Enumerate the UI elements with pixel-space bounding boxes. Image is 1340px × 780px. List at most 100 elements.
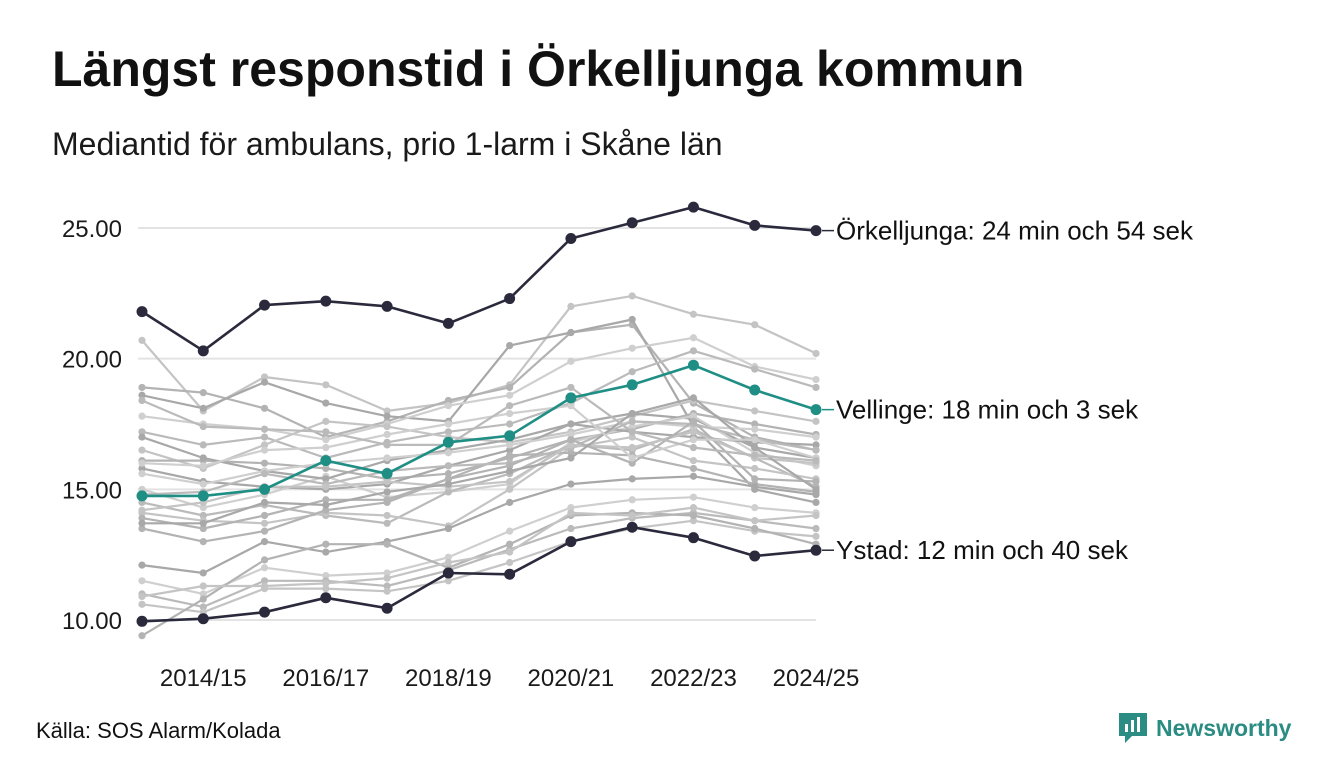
background-series-16-point xyxy=(138,600,146,608)
background-series-23-line xyxy=(140,396,818,525)
background-series-4-point xyxy=(322,436,330,444)
background-series-4-point xyxy=(567,357,575,365)
background-series-12-point xyxy=(567,449,575,457)
background-series-23-point xyxy=(689,394,698,402)
background-series-4-point xyxy=(628,344,636,352)
background-series-15-point xyxy=(260,577,269,585)
background-series-2-point xyxy=(260,404,269,412)
background-series-6-point xyxy=(751,407,759,415)
background-series-24-point xyxy=(567,402,575,410)
background-series-13-point xyxy=(444,524,452,533)
background-series-25-line xyxy=(140,386,818,462)
background-series-15-point xyxy=(383,582,391,590)
background-series-12-point xyxy=(322,506,330,514)
background-series-14-point xyxy=(322,571,330,580)
background-series-19-point xyxy=(383,454,391,462)
background-series-16-point xyxy=(322,585,330,593)
background-series-14-point xyxy=(567,504,575,512)
series-vellinge-point xyxy=(504,430,516,442)
line-chart: 10.00 15.00 20.00 25.00 2014/15 2016/17 2018/… xyxy=(62,201,1194,692)
background-series-5-point xyxy=(689,347,698,355)
background-series-5-point xyxy=(751,365,759,373)
background-series-1-point xyxy=(567,302,575,310)
background-series-17-point xyxy=(506,540,514,548)
series-rkelljunga xyxy=(136,201,822,357)
background-series-17-line xyxy=(140,511,818,637)
background-series-3-point xyxy=(260,378,269,386)
background-series-1-point xyxy=(689,310,698,318)
background-series-21-point xyxy=(383,477,391,486)
background-series-2-point xyxy=(506,383,514,392)
background-series-7-point xyxy=(444,470,452,478)
brand[interactable]: Newsworthy xyxy=(1118,712,1291,744)
background-series-3-point xyxy=(567,328,575,337)
series-vellinge-point xyxy=(136,490,148,502)
background-series-2 xyxy=(138,321,820,454)
highlighted-series xyxy=(136,201,822,627)
series-vellinge xyxy=(136,359,822,502)
background-series-13-point xyxy=(689,472,698,480)
background-series-14-point xyxy=(199,590,207,598)
series-vellinge-point xyxy=(565,392,577,404)
background-series-17-point xyxy=(751,524,759,533)
x-tick-label: 2016/17 xyxy=(282,665,369,692)
background-series-16-point xyxy=(689,517,698,525)
background-series-3-point xyxy=(812,498,820,506)
series-labels: Örkelljunga: 24 min och 54 sek Vellinge: … xyxy=(822,216,1194,565)
background-series-13-point xyxy=(567,480,575,488)
background-series-25-point xyxy=(812,456,820,465)
background-series-24-line xyxy=(140,404,818,467)
background-series-22-point xyxy=(506,462,514,470)
background-series-6-point xyxy=(260,441,269,449)
background-series-23-point xyxy=(322,501,330,509)
series-vellinge-point xyxy=(626,379,638,391)
background-series-17-point xyxy=(138,632,146,640)
background-series-1-point xyxy=(383,407,391,415)
series-rkelljunga-point xyxy=(565,232,577,244)
background-series-20-line xyxy=(140,420,818,496)
background-series-16 xyxy=(138,517,820,616)
background-series-8-line xyxy=(140,412,818,491)
background-series-24-point xyxy=(689,436,698,444)
background-series-13-point xyxy=(138,561,146,569)
background-series-26-point xyxy=(383,574,391,582)
background-series-12-point xyxy=(506,451,514,459)
background-series-13-point xyxy=(628,475,636,483)
background-series-4-point xyxy=(138,412,146,420)
background-series-11-point xyxy=(689,456,698,465)
background-series-20-point xyxy=(260,470,269,478)
background-series-5-point xyxy=(260,433,269,441)
series-label-vellinge: Vellinge: 18 min och 3 sek xyxy=(836,395,1139,425)
background-series-1-point xyxy=(751,321,759,329)
grid xyxy=(138,227,816,621)
series-label-ystad: Ystad: 12 min och 40 sek xyxy=(836,535,1129,565)
background-series-16-point xyxy=(506,558,514,567)
background-series-16-line xyxy=(140,519,818,614)
background-series-3-point xyxy=(628,315,636,324)
background-series-3-point xyxy=(383,412,391,420)
series-rkelljunga-point xyxy=(687,201,699,213)
background-series-2-point xyxy=(199,389,207,397)
series-ystad xyxy=(136,521,822,627)
background-series-13-point xyxy=(260,538,269,546)
background-series-15-line xyxy=(140,511,818,609)
newsworthy-logo-icon xyxy=(1119,713,1147,743)
background-series-26 xyxy=(138,504,820,601)
background-series-12-point xyxy=(138,524,146,533)
x-tick-label: 2018/19 xyxy=(405,665,492,692)
series-vellinge-point xyxy=(687,359,699,371)
background-series-12-point xyxy=(260,527,269,535)
background-series-24-point xyxy=(751,436,759,444)
x-tick-label: 2020/21 xyxy=(528,665,615,692)
series-rkelljunga-point xyxy=(136,306,148,318)
background-series-3-point xyxy=(506,342,514,350)
background-series-23-point xyxy=(506,467,514,475)
y-axis: 10.00 15.00 20.00 25.00 xyxy=(62,216,122,635)
series-vellinge-point xyxy=(259,483,271,495)
background-series-24-point xyxy=(628,454,636,462)
background-series-15-point xyxy=(812,524,820,533)
series-rkelljunga-point xyxy=(749,219,761,231)
source-note: Källa: SOS Alarm/Kolada xyxy=(36,718,281,743)
background-series-5-point xyxy=(199,441,207,449)
background-series xyxy=(138,292,820,640)
